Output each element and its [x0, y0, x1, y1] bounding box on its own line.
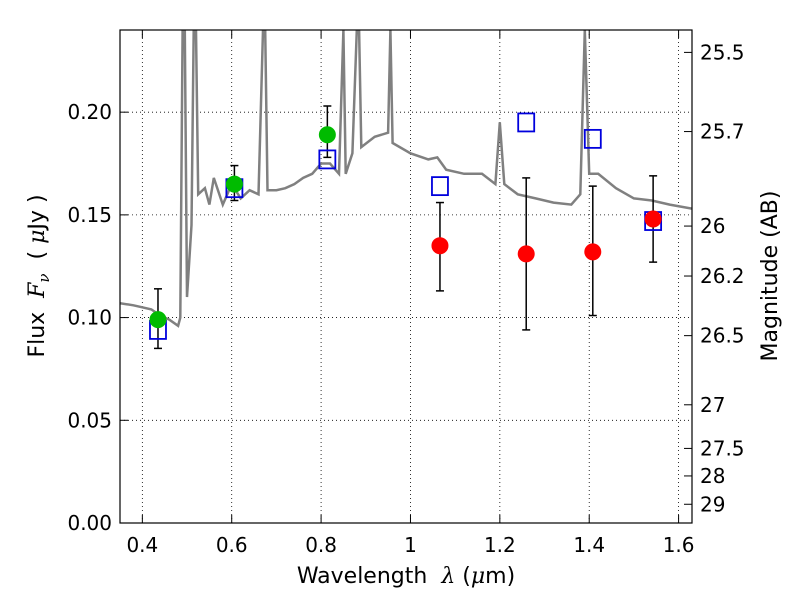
magnitude-tick-label: 26.2	[700, 264, 745, 288]
magnitude-tick-label: 28	[700, 464, 725, 488]
model-spectrum-line	[120, 30, 692, 328]
red-data-point	[517, 245, 535, 263]
green-data-point	[318, 126, 336, 144]
x-tick-label: 1	[404, 533, 417, 557]
x-tick-label: 1.4	[573, 533, 605, 557]
x-axis-label: Wavelength λ (μm)	[297, 564, 515, 589]
x-tick-label: 0.8	[305, 533, 337, 557]
x-tick-label: 0.6	[216, 533, 248, 557]
y-tick-label: 0.00	[67, 511, 112, 535]
y-tick-label: 0.15	[67, 203, 112, 227]
y-tick-label: 0.20	[67, 100, 112, 124]
magnitude-tick-label: 25.5	[700, 40, 745, 64]
plot-frame	[119, 29, 693, 524]
model-photometry-square	[583, 128, 602, 149]
red-data-point	[644, 210, 662, 228]
magnitude-tick-label: 26.5	[700, 324, 745, 348]
magnitude-axis-label: Magnitude (AB)	[758, 191, 783, 362]
model-photometry-square	[431, 176, 449, 197]
data-markers	[149, 112, 663, 340]
x-tick-label: 1.2	[484, 533, 516, 557]
red-data-point	[431, 237, 449, 255]
axis-ticks: 0.4 0.6 0.8 1 1.2 1.4 1.6 0.00 0.05 0.10 0.15 0.20 2…	[67, 30, 745, 557]
grid-lines	[120, 30, 692, 524]
magnitude-tick-label: 29	[700, 492, 725, 516]
magnitude-tick-label: 26	[700, 214, 725, 238]
red-data-point	[584, 243, 602, 261]
magnitude-tick-label: 25.7	[700, 120, 745, 144]
y-tick-label: 0.05	[67, 408, 112, 432]
x-tick-label: 0.4	[126, 533, 158, 557]
green-data-point	[149, 311, 167, 329]
y-tick-label: 0.10	[67, 306, 112, 330]
green-data-point	[225, 175, 243, 193]
model-photometry-square	[517, 112, 536, 133]
magnitude-tick-label: 27	[700, 393, 725, 417]
x-tick-label: 1.6	[663, 533, 695, 557]
magnitude-tick-label: 27.5	[700, 436, 745, 460]
model-spectrum-layer	[120, 30, 692, 328]
y-axis-label: Flux Fν ( μJy )	[25, 194, 53, 357]
model-photometry-square	[318, 149, 337, 170]
